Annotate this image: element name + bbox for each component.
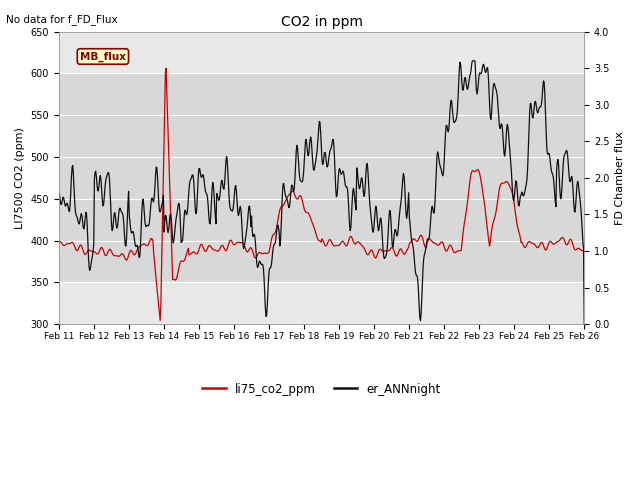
Y-axis label: FD Chamber flux: FD Chamber flux <box>615 131 625 225</box>
Bar <box>59 73 584 282</box>
Legend: li75_co2_ppm, er_ANNnight: li75_co2_ppm, er_ANNnight <box>197 378 445 400</box>
Text: No data for f_FD_Flux: No data for f_FD_Flux <box>6 14 118 25</box>
Title: CO2 in ppm: CO2 in ppm <box>280 15 363 29</box>
Text: MB_flux: MB_flux <box>80 51 126 61</box>
Y-axis label: LI7500 CO2 (ppm): LI7500 CO2 (ppm) <box>15 127 25 229</box>
